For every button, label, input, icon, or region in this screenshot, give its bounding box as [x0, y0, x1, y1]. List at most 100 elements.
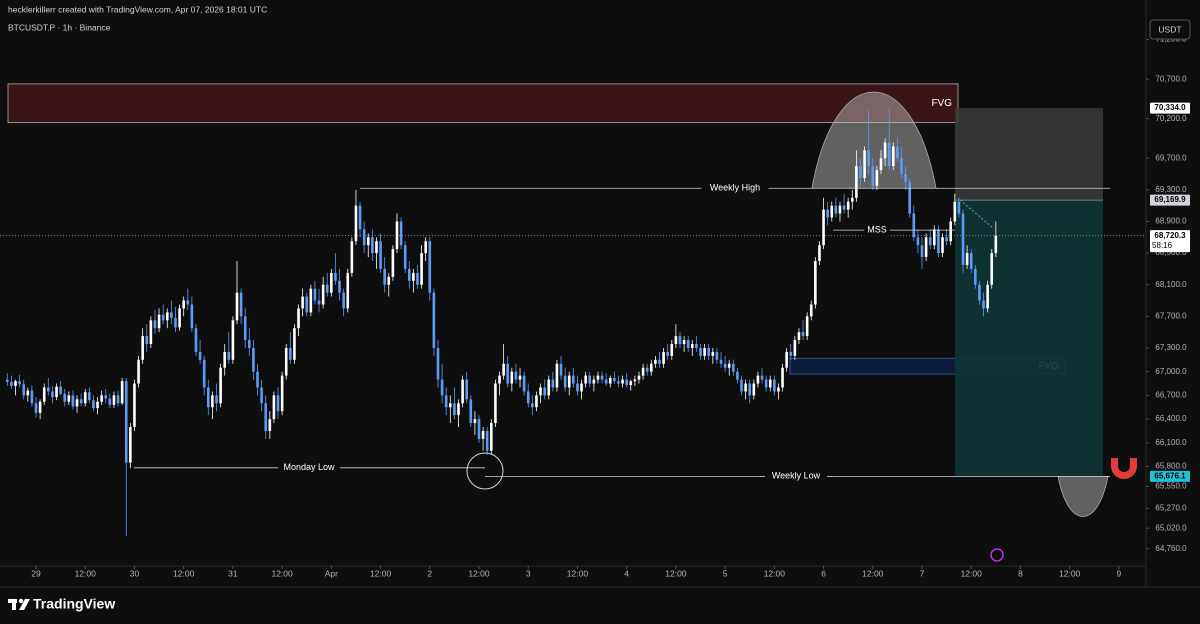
- candle-body: [715, 351, 719, 360]
- candle-body: [978, 284, 981, 301]
- candle-body: [112, 395, 116, 405]
- candle-body: [219, 367, 222, 404]
- candle-body: [629, 381, 633, 386]
- candle-body: [887, 142, 891, 167]
- candle-body: [645, 367, 649, 372]
- candle-body: [211, 395, 214, 408]
- candle-body: [198, 351, 202, 360]
- candle-body: [580, 383, 583, 392]
- candle-body: [592, 379, 596, 384]
- candle-body: [543, 387, 546, 396]
- candle-body: [165, 312, 169, 321]
- candle-body: [522, 375, 526, 392]
- candle-body: [75, 399, 79, 407]
- candle-body: [596, 375, 600, 380]
- candle-body: [321, 284, 325, 305]
- candle-body: [174, 317, 177, 328]
- candle-body: [276, 395, 280, 412]
- candle-body: [797, 332, 801, 341]
- candle-body: [432, 292, 436, 348]
- candle-body: [170, 312, 173, 318]
- y-tick-label: 65,800.0: [1155, 462, 1187, 471]
- candle-body: [658, 359, 661, 364]
- level-label: Monday Low: [283, 462, 335, 472]
- candle-body: [403, 245, 407, 269]
- candle-body: [342, 292, 345, 309]
- y-tick-label: 64,760.0: [1155, 544, 1187, 553]
- y-tick-label: 67,700.0: [1155, 311, 1187, 320]
- candle-body: [67, 395, 71, 402]
- logo-icon: [8, 598, 30, 610]
- candle-body: [420, 253, 423, 285]
- candle-body: [395, 221, 399, 250]
- candle-body: [88, 392, 91, 401]
- candle-body: [850, 197, 854, 202]
- candle-body: [120, 381, 124, 404]
- candle-body: [834, 205, 838, 214]
- candle-body: [875, 170, 879, 186]
- candle-body: [96, 401, 99, 409]
- candle-body: [424, 241, 427, 254]
- candle-body: [416, 272, 419, 285]
- candle-body: [990, 253, 994, 285]
- y-tick-label: 65,270.0: [1155, 504, 1187, 513]
- candle-body: [830, 205, 834, 218]
- candle-body: [814, 260, 817, 305]
- y-tick-label: 65,020.0: [1155, 523, 1187, 532]
- candle-body: [908, 181, 911, 214]
- level-label: Weekly Low: [772, 471, 821, 481]
- candle-body: [79, 399, 83, 404]
- candle-body: [440, 379, 444, 396]
- candle-body: [633, 379, 637, 382]
- candle-body: [969, 253, 973, 269]
- x-tick-label: 6: [821, 568, 826, 578]
- y-tick-label: 70,700.0: [1155, 74, 1187, 83]
- candle-body: [481, 430, 485, 439]
- candle-body: [900, 158, 903, 175]
- candle-body: [732, 363, 735, 372]
- candle-body: [354, 205, 358, 242]
- candle-body: [399, 221, 403, 246]
- credit: hecklerkillerr created with TradingView.…: [8, 4, 267, 14]
- candle-body: [379, 241, 382, 269]
- candle-body: [457, 403, 460, 416]
- candle-body: [941, 237, 944, 254]
- y-tick-label: 65,550.0: [1155, 481, 1187, 490]
- candle-body: [994, 235, 998, 254]
- candle-body: [608, 378, 612, 384]
- candle-body: [535, 395, 538, 408]
- candle-body: [149, 320, 153, 345]
- x-tick-label: 12:00: [370, 568, 392, 578]
- countdown: 58:16: [1152, 241, 1173, 250]
- candle-body: [699, 347, 702, 356]
- price-label: 70,334.0: [1154, 103, 1186, 112]
- bottom-arc: [1057, 475, 1109, 517]
- candle-body: [777, 387, 780, 392]
- candle-body: [949, 221, 953, 242]
- level-label-bg: [278, 461, 340, 474]
- candle-body: [137, 359, 140, 384]
- y-tick-label: 69,700.0: [1155, 153, 1187, 162]
- level-label: Weekly High: [710, 183, 760, 193]
- low-circle: [466, 452, 504, 490]
- candle-body: [551, 379, 555, 388]
- candle-body: [891, 146, 895, 167]
- candle-body: [805, 316, 809, 337]
- price-label: 65,676.1: [1154, 471, 1186, 480]
- candle-body: [719, 359, 723, 364]
- candle-body: [498, 375, 501, 384]
- candle-body: [920, 245, 924, 258]
- candle-body: [514, 371, 518, 380]
- x-tick-label: 29: [31, 568, 41, 578]
- candle-body: [600, 375, 604, 380]
- y-tick-label: 70,200.0: [1155, 114, 1187, 123]
- logo[interactable]: TradingView: [33, 596, 115, 612]
- price-label-box: [1150, 102, 1190, 114]
- candle-body: [465, 379, 469, 400]
- candle-body: [567, 375, 571, 388]
- candle-body: [485, 430, 489, 451]
- candle-body: [785, 351, 788, 368]
- candle-body: [366, 237, 370, 246]
- currency-box[interactable]: [1149, 19, 1191, 40]
- currency[interactable]: USDT: [1158, 24, 1181, 34]
